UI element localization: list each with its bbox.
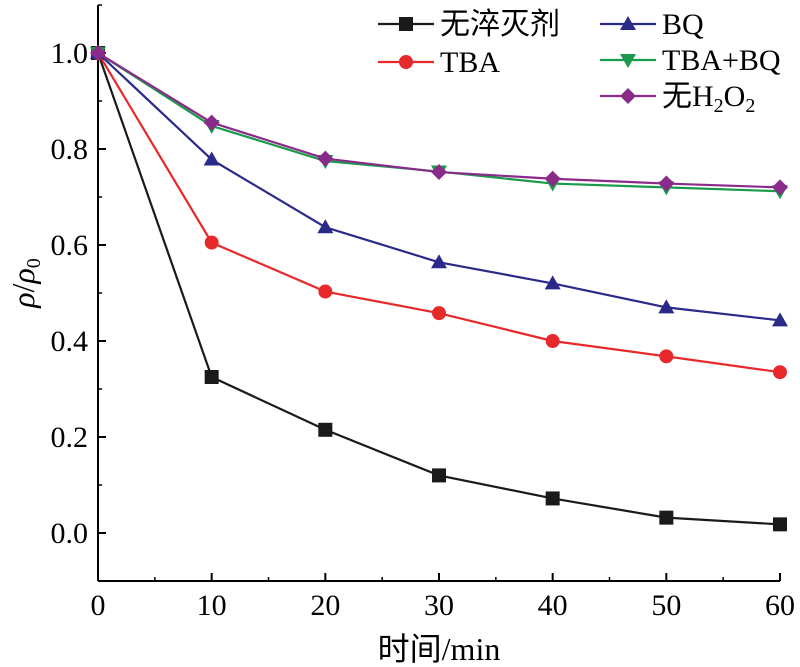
series-layer [90,45,788,532]
x-tick-label: 60 [765,589,795,622]
data-point [204,370,219,384]
y-axis-title: ρ/ρ0 [5,258,45,309]
data-point [658,299,675,314]
series-line [96,52,781,526]
legend-item: TBA [378,46,500,79]
data-point [318,422,333,437]
legend-item: 无淬灭剂 [378,8,560,41]
data-point [545,334,560,348]
data-point [204,235,219,250]
x-axis-title: 时间/min [378,631,501,667]
legend-label: 无淬灭剂 [440,8,560,41]
data-point [431,164,447,181]
data-point [544,275,561,290]
legend-marker [620,88,636,104]
data-point [431,254,447,269]
legend-label: BQ [662,8,704,41]
y-tick-label: 0.0 [51,517,89,550]
x-tick-label: 10 [197,589,227,622]
data-point [203,114,220,131]
x-tick-label: 0 [91,589,106,622]
data-point [432,306,446,321]
data-point [773,517,787,532]
legend-marker [399,55,413,69]
y-tick-label: 1.0 [51,37,89,70]
data-point [317,150,334,167]
legend-marker [399,17,413,31]
data-point [90,45,106,61]
data-point [317,219,334,234]
y-tick-label: 0.2 [51,421,89,454]
data-point [432,468,446,483]
legend-marker [620,16,636,30]
x-tick-label: 30 [424,589,454,622]
series-4 [90,45,788,196]
series-0 [91,46,787,532]
data-point [318,284,333,299]
legend-label: TBA [440,46,500,79]
y-tick-label: 0.6 [51,229,89,262]
data-point [658,175,675,192]
data-point [773,365,787,380]
y-tick-label: 0.8 [51,133,89,166]
data-point [545,491,560,506]
axes: 0 10 20 30 40 50 60 0.0 0.2 0.4 0.6 0.8 1.0 时间/min ρ/ρ… [5,4,795,667]
data-point [544,170,561,187]
data-point [659,510,674,525]
x-tick-label: 40 [538,589,568,622]
y-tick-label: 0.4 [51,325,89,358]
legend-label: 无H2O2 [662,80,755,117]
data-point [772,312,788,327]
x-tick-label: 50 [651,589,681,622]
legend-marker [620,54,636,68]
data-point [772,179,788,196]
x-tick-label: 20 [310,589,340,622]
data-point [203,151,220,166]
legend-item: BQ [600,8,704,41]
legend-label: TBA+BQ [662,44,781,77]
legend-item: 无H2O2 [600,80,755,117]
data-point [659,349,674,364]
legend-item: TBA+BQ [600,44,781,77]
